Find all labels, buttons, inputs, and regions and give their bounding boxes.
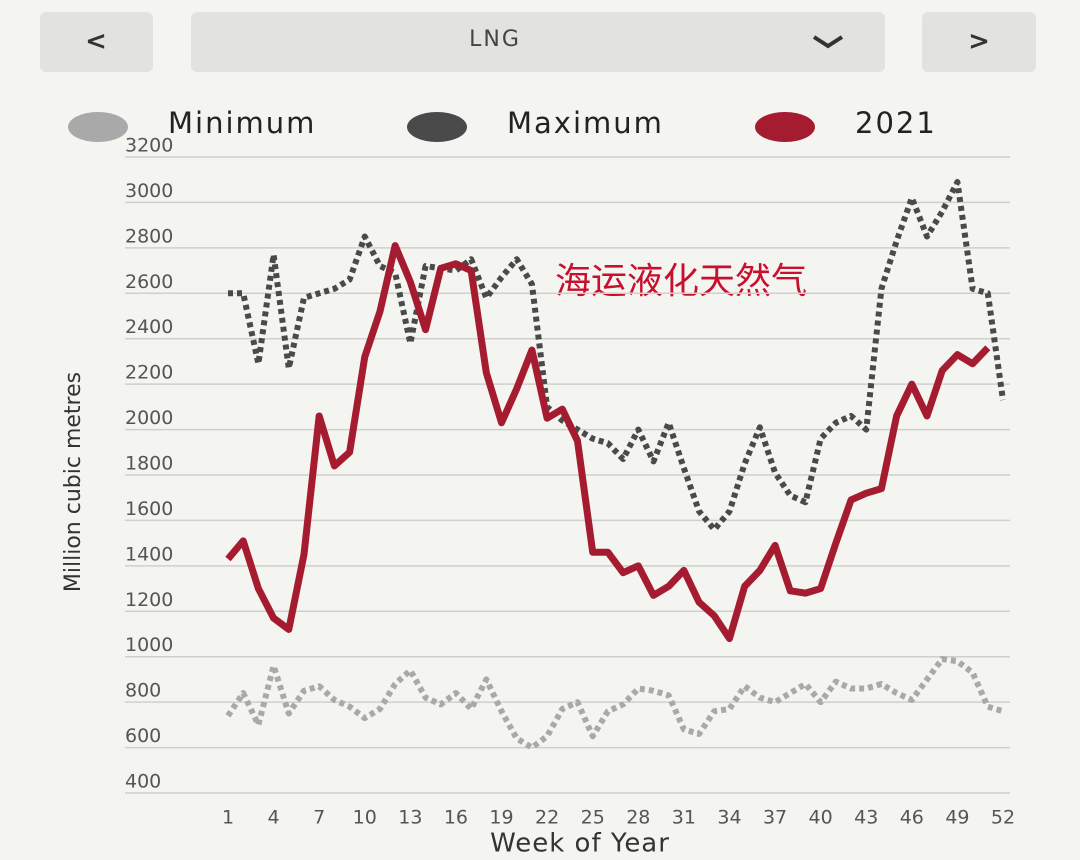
x-tick-label: 43 [854, 807, 878, 829]
x-tick-label: 16 [444, 807, 468, 829]
x-tick-label: 4 [268, 807, 280, 829]
series-line [225, 242, 991, 643]
series-line [228, 178, 1006, 533]
x-tick-label: 31 [672, 807, 696, 829]
x-tick-label: 25 [581, 807, 605, 829]
y-tick-label: 2600 [125, 271, 173, 293]
y-tick-label: 600 [125, 725, 161, 747]
legend-marker [755, 112, 815, 142]
x-tick-label: 37 [763, 807, 787, 829]
y-tick-label: 1200 [125, 589, 173, 611]
x-tick-label: 49 [945, 807, 969, 829]
y-tick-label: 2400 [125, 316, 173, 338]
dropdown[interactable] [191, 12, 885, 72]
legend-label: Minimum [168, 106, 316, 140]
x-tick-label: 7 [313, 807, 325, 829]
legend-label: Maximum [507, 106, 664, 140]
y-tick-label: 3000 [125, 180, 173, 202]
y-tick-label: 1600 [125, 498, 173, 520]
x-tick-label: 46 [900, 807, 924, 829]
next-label: > [968, 27, 990, 57]
y-tick-label: 2800 [125, 225, 173, 247]
legend-marker [407, 112, 467, 142]
annotation: 海运液化天然气 [555, 261, 807, 302]
x-tick-label: 1 [222, 807, 234, 829]
dropdown-chevron [812, 35, 844, 49]
y-tick-label: 800 [125, 680, 161, 702]
x-tick-label: 10 [353, 807, 377, 829]
x-tick-label: 52 [991, 807, 1015, 829]
legend-marker [68, 112, 128, 142]
x-axis-label: Week of Year [490, 829, 670, 859]
dropdown-label: LNG [469, 27, 521, 52]
y-tick-label: 400 [125, 771, 161, 793]
prev-button[interactable] [40, 12, 153, 72]
y-tick-label: 1400 [125, 543, 173, 565]
y-tick-label: 1800 [125, 453, 173, 475]
x-tick-label: 13 [398, 807, 422, 829]
x-tick-label: 28 [626, 807, 650, 829]
y-axis-label: Million cubic metres [61, 372, 86, 592]
y-tick-label: 3200 [125, 135, 173, 157]
next-button[interactable] [922, 12, 1036, 72]
y-tick-label: 1000 [125, 634, 173, 656]
x-tick-label: 19 [489, 807, 513, 829]
x-tick-label: 34 [717, 807, 741, 829]
x-tick-label: 40 [809, 807, 833, 829]
series-line [225, 655, 1004, 751]
legend-label: 2021 [855, 106, 937, 140]
prev-label: < [85, 27, 107, 57]
y-tick-label: 2200 [125, 362, 173, 384]
x-tick-label: 22 [535, 807, 559, 829]
y-tick-label: 2000 [125, 407, 173, 429]
